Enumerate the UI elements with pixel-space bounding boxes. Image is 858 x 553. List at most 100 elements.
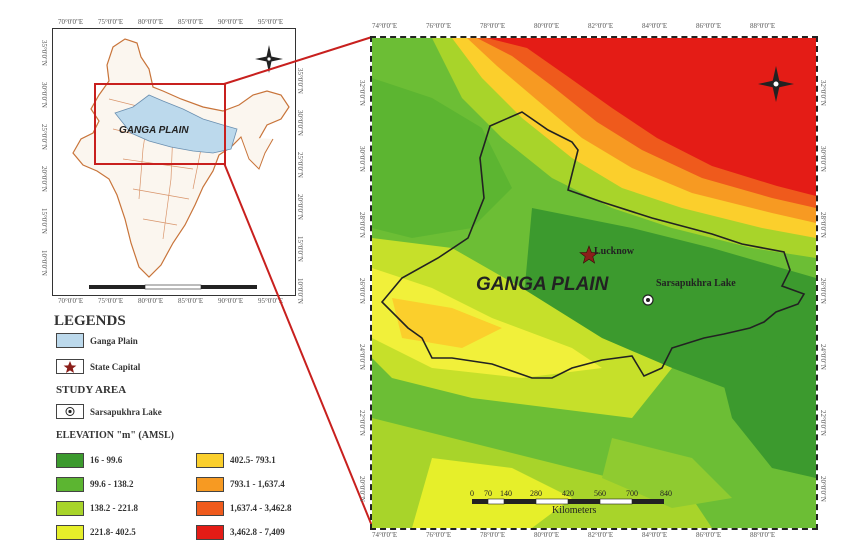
main-left-coord: 24°0'0"N [358,344,366,370]
main-top-coord: 80°0'0"E [534,22,560,30]
main-bottom-coord: 88°0'0"E [750,531,776,539]
ganga-plain-swatch [56,333,84,348]
sarsapukhra-lake-marker-icon [642,294,654,306]
inset-left-coord: 20°0'0"N [40,166,48,192]
elevation-heading: ELEVATION "m" (AMSL) [56,430,174,441]
elevation-class-label: 99.6 - 138.2 [90,479,134,489]
inset-right-coord: 30°0'0"N [296,110,304,136]
main-right-coord: 20°0'0"N [819,476,827,502]
main-left-coord: 30°0'0"N [358,146,366,172]
elevation-swatch [196,453,224,468]
inset-bottom-coord: 75°0'0"E [98,297,124,305]
elevation-class-label: 16 - 99.6 [90,455,123,465]
study-area-heading: STUDY AREA [56,384,127,396]
inset-ganga-plain [114,94,238,154]
lake-legend-icon [65,407,75,416]
scale-tick-label: 700 [626,489,638,498]
elevation-class-label: 138.2 - 221.8 [90,503,138,513]
scale-tick-label: 560 [594,489,606,498]
main-left-coord: 22°0'0"N [358,410,366,436]
main-top-coord: 76°0'0"E [426,22,452,30]
main-left-coord: 28°0'0"N [358,212,366,238]
inset-region-label: GANGA PLAIN [119,125,189,136]
inset-extent-box [94,83,226,165]
main-left-coord: 20°0'0"N [358,476,366,502]
inset-top-coord: 90°0'0"E [218,18,244,26]
inset-right-coord: 20°0'0"N [296,194,304,220]
study-area-legend-label: Sarsapukhra Lake [90,407,162,417]
ganga-plain-boundary [380,111,806,379]
state-capital-star-icon [579,245,599,264]
scale-tick-label: 140 [500,489,512,498]
elevation-swatch [56,501,84,516]
inset-left-coord: 25°0'0"N [40,124,48,150]
scale-tick-label: 70 [484,489,492,498]
main-bottom-coord: 82°0'0"E [588,531,614,539]
inset-right-coord: 25°0'0"N [296,152,304,178]
sarsapukhra-lake-label: Sarsapukhra Lake [656,278,736,289]
main-bottom-coord: 74°0'0"E [372,531,398,539]
elevation-swatch [196,525,224,540]
inset-right-coord: 15°0'0"N [296,236,304,262]
main-map: Lucknow Sarsapukhra Lake GANGA PLAIN 0 70… [370,36,818,530]
elevation-class-label: 793.1 - 1,637.4 [230,479,285,489]
inset-scale-bar [89,285,145,289]
main-top-coord: 82°0'0"E [588,22,614,30]
inset-bottom-coord: 95°0'0"E [258,297,284,305]
inset-right-coord: 10°0'0"N [296,278,304,304]
scale-unit-label: Kilometers [552,505,597,516]
main-top-coord: 74°0'0"E [372,22,398,30]
scale-tick-label: 420 [562,489,574,498]
main-right-coord: 28°0'0"N [819,212,827,238]
main-region-label: GANGA PLAIN [476,274,609,295]
elevation-class-label: 402.5- 793.1 [230,455,276,465]
main-top-coord: 84°0'0"E [642,22,668,30]
main-top-coord: 86°0'0"E [696,22,722,30]
inset-top-coord: 70°0'0"E [58,18,84,26]
elevation-swatch [196,477,224,492]
elevation-swatch [56,477,84,492]
main-top-coord: 78°0'0"E [480,22,506,30]
main-scale-bar [472,498,664,505]
main-right-coord: 30°0'0"N [819,146,827,172]
main-right-coord: 26°0'0"N [819,278,827,304]
india-outline [72,38,290,278]
inset-left-coord: 10°0'0"N [40,250,48,276]
scale-tick-label: 840 [660,489,672,498]
inset-left-coord: 15°0'0"N [40,208,48,234]
main-bottom-coord: 84°0'0"E [642,531,668,539]
scale-tick-label: 280 [530,489,542,498]
main-right-coord: 32°0'0"N [819,80,827,106]
scale-tick-label: 0 [470,489,474,498]
main-right-coord: 22°0'0"N [819,410,827,436]
inset-map-canvas [72,38,290,290]
study-area-swatch [56,404,84,419]
main-bottom-coord: 78°0'0"E [480,531,506,539]
elevation-class-label: 221.8- 402.5 [90,527,136,537]
state-capital-legend-label: State Capital [90,362,141,372]
elevation-swatch [56,525,84,540]
inset-top-coord: 80°0'0"E [138,18,164,26]
inset-top-coord: 95°0'0"E [258,18,284,26]
elevation-swatch [196,501,224,516]
inset-bottom-coord: 70°0'0"E [58,297,84,305]
inset-right-coord: 35°0'0"N [296,68,304,94]
legend-title: LEGENDS [54,313,126,329]
lucknow-label: Lucknow [594,246,635,257]
inset-left-coord: 30°0'0"N [40,82,48,108]
state-capital-swatch [56,359,84,374]
main-bottom-coord: 80°0'0"E [534,531,560,539]
inset-bottom-coord: 80°0'0"E [138,297,164,305]
elevation-map-canvas [372,38,816,528]
elevation-class-label: 1,637.4 - 3,462.8 [230,503,292,513]
main-bottom-coord: 86°0'0"E [696,531,722,539]
inset-bottom-coord: 85°0'0"E [178,297,204,305]
inset-top-coord: 75°0'0"E [98,18,124,26]
main-right-coord: 24°0'0"N [819,344,827,370]
state-capital-legend-icon [63,361,77,373]
main-north-arrow-icon [758,66,794,102]
main-left-coord: 32°0'0"N [358,80,366,106]
elevation-class-label: 3,462.8 - 7,409 [230,527,285,537]
ganga-plain-legend-label: Ganga Plain [90,336,138,346]
main-left-coord: 26°0'0"N [358,278,366,304]
